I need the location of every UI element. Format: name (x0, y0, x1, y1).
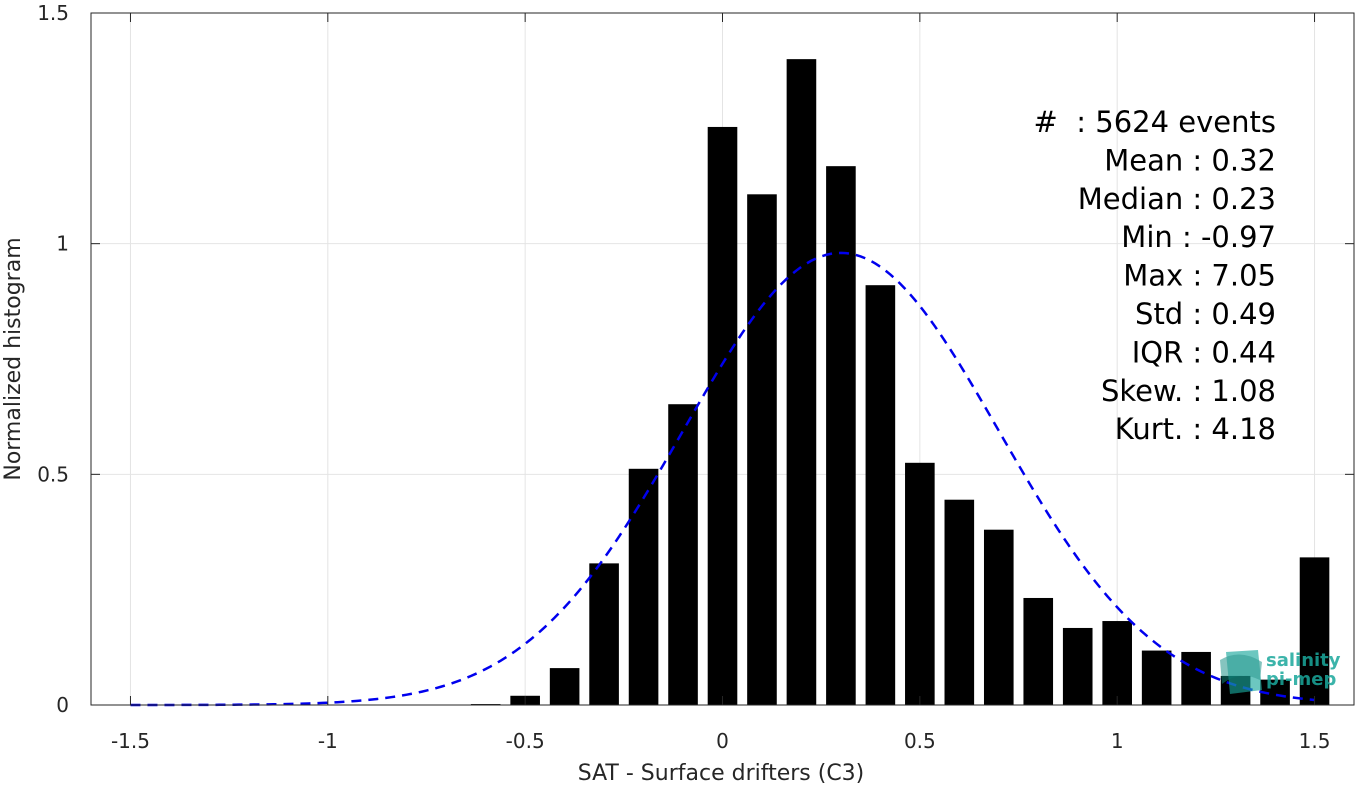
histogram-bar (786, 59, 817, 705)
stat-line: Kurt. : 4.18 (1115, 412, 1276, 446)
tick-marks (91, 12, 1354, 706)
histogram-bar (1141, 650, 1172, 705)
x-tick-label: 1.5 (1299, 729, 1331, 753)
histogram-bar (1299, 557, 1330, 705)
stat-line: Std : 0.49 (1135, 297, 1276, 331)
statistics-annotation: # : 5624 events Mean : 0.32 Median : 0.23 M… (1034, 105, 1276, 446)
histogram-bar (549, 668, 580, 705)
histogram-bar (747, 194, 777, 705)
histogram-bar (865, 285, 896, 705)
logo-text-line2: pi-mep (1266, 669, 1336, 690)
x-tick-label: 0.5 (904, 729, 936, 753)
y-tick-labels: 0 0.5 1 1.5 (37, 1, 69, 717)
stat-line: Max : 7.05 (1123, 259, 1276, 293)
y-tick-label: 1 (56, 232, 69, 256)
y-tick-label: 1.5 (37, 1, 69, 25)
histogram-bar (1062, 627, 1093, 705)
histogram-bar (1023, 597, 1054, 705)
x-axis-label: SAT - Surface drifters (C3) (578, 761, 865, 785)
y-tick-label: 0.5 (37, 462, 69, 486)
histogram-bar (983, 529, 1014, 705)
salinity-pi-mep-logo: salinity pi-mep (1220, 650, 1341, 694)
histogram-bar (826, 166, 856, 706)
gaussian-fit-curve (130, 251, 1315, 707)
y-tick-label: 0 (56, 693, 69, 717)
histogram-bar (707, 126, 738, 705)
histogram-bar (944, 499, 975, 705)
histogram-bar (589, 563, 619, 705)
stat-line: Mean : 0.32 (1104, 143, 1276, 177)
x-tick-label: 0 (716, 729, 729, 753)
histogram-bar (628, 468, 659, 705)
stat-line: IQR : 0.44 (1132, 335, 1276, 369)
stat-line: Skew. : 1.08 (1101, 374, 1276, 408)
stat-line: # : 5624 events (1034, 105, 1276, 139)
stat-line: Median : 0.23 (1078, 182, 1276, 216)
x-tick-label: -1 (318, 729, 338, 753)
y-axis-label: Normalized histogram (1, 237, 26, 480)
x-tick-label: 1 (1111, 729, 1124, 753)
logo-wave-icon (1220, 654, 1262, 684)
x-tick-label: -1.5 (111, 729, 150, 753)
x-tick-label: -0.5 (506, 729, 545, 753)
histogram-bar (668, 404, 698, 705)
stat-line: Min : -0.97 (1121, 220, 1276, 254)
histogram-bar (1181, 651, 1211, 705)
histogram-bars (470, 59, 1330, 706)
histogram-bar (1102, 621, 1132, 705)
histogram-bar (905, 462, 935, 705)
x-tick-labels: -1.5 -1 -0.5 0 0.5 1 1.5 (111, 729, 1330, 753)
logo-text-line1: salinity (1266, 650, 1341, 671)
